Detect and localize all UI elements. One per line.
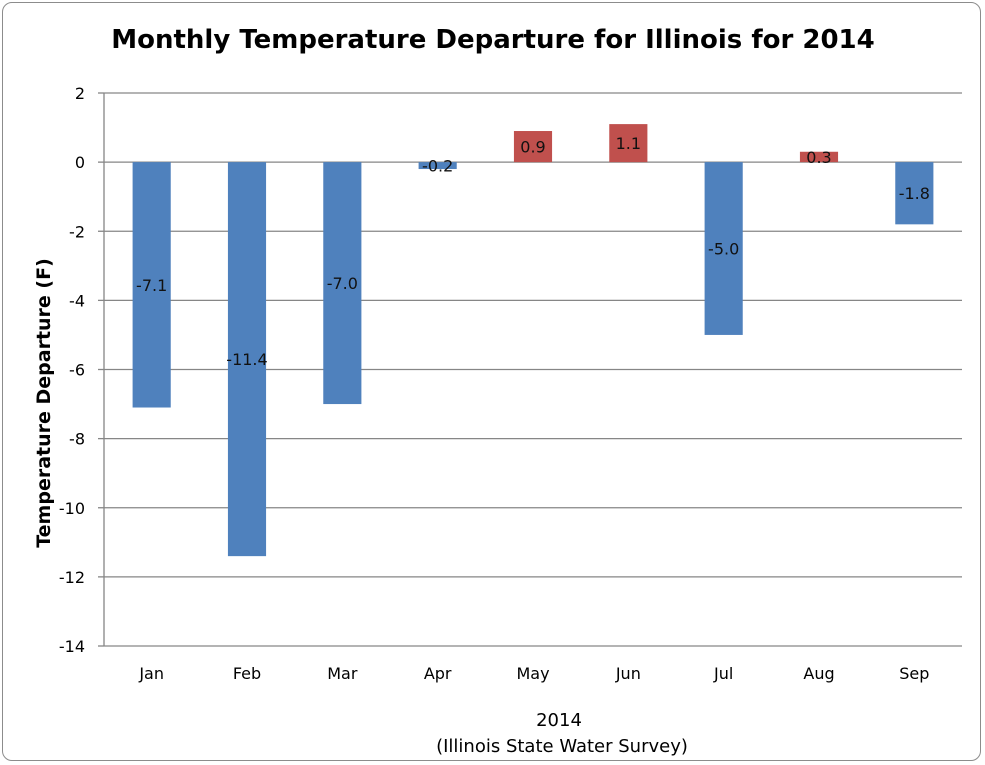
y-tick-label: -6: [69, 361, 85, 380]
y-tick-label: 0: [75, 153, 85, 172]
y-tick-label: -12: [59, 568, 85, 587]
data-label: 0.9: [520, 138, 545, 157]
x-axis-source: (Illinois State Water Survey): [436, 736, 688, 757]
y-tick-label: 2: [75, 84, 85, 103]
data-label: -7.0: [327, 274, 358, 293]
x-tick-label: Apr: [424, 664, 452, 683]
bar-jan: [132, 162, 171, 408]
bar-aug: [799, 151, 839, 163]
bars: [132, 124, 934, 557]
x-axis-label: 2014: [536, 710, 582, 731]
x-tick-label: Sep: [899, 664, 929, 683]
x-tick-label: Jan: [138, 664, 164, 683]
data-label: -5.0: [708, 240, 739, 259]
data-label: -7.1: [136, 276, 167, 295]
chart-title: Monthly Temperature Departure for Illino…: [111, 25, 874, 55]
data-label: 1.1: [616, 134, 641, 153]
data-label: -0.2: [422, 157, 453, 176]
data-label: 0.3: [806, 148, 831, 167]
y-axis-label: Temperature Departure (F): [33, 258, 55, 548]
x-tick-label: Mar: [327, 664, 358, 683]
bar-may: [513, 131, 553, 163]
data-label: -1.8: [899, 184, 930, 203]
x-axis-categories: Jan Feb Mar Apr May Jun Jul Aug Sep: [138, 664, 929, 683]
data-label: -11.4: [226, 350, 267, 369]
data-labels: -7.1 -11.4 -7.0 -0.2 0.9 1.1 -5.0 0.3 -1.8: [136, 134, 930, 369]
y-axis-ticks: 2 0 -2 -4 -6 -8 -10 -12 -14: [59, 84, 85, 656]
bar-sep: [895, 162, 934, 225]
x-tick-label: Aug: [803, 664, 834, 683]
bar-mar: [323, 162, 362, 405]
bar-jul: [704, 162, 743, 335]
x-tick-label: Jul: [713, 664, 733, 683]
bar-feb: [227, 162, 267, 557]
y-tick-label: -2: [69, 222, 85, 241]
bar-jun: [609, 124, 648, 163]
y-tick-label: -8: [69, 430, 85, 449]
bar-apr: [418, 162, 457, 170]
y-tick-label: -10: [59, 499, 85, 518]
x-tick-label: May: [516, 664, 549, 683]
y-tick-label: -4: [69, 291, 85, 310]
x-tick-label: Jun: [615, 664, 641, 683]
y-tick-label: -14: [59, 637, 85, 656]
x-tick-label: Feb: [233, 664, 261, 683]
gridlines: [98, 92, 962, 647]
